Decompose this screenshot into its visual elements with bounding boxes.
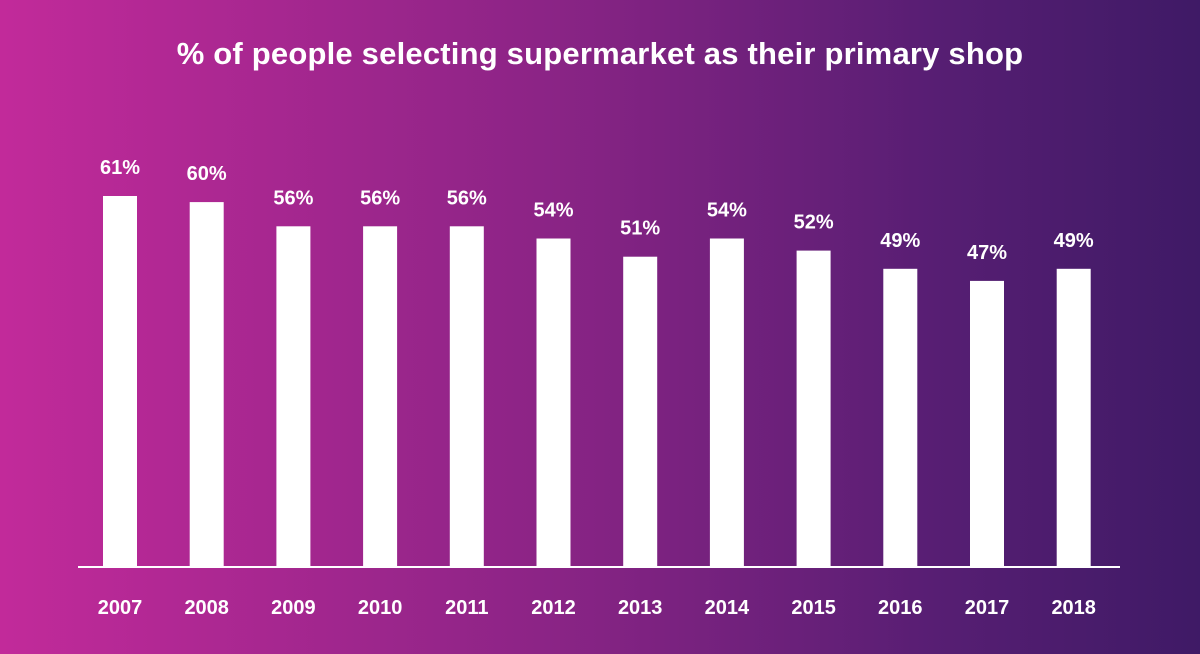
value-label-2015: 52% (794, 212, 834, 234)
x-tick-label-2017: 2017 (965, 597, 1010, 619)
x-tick-label-2010: 2010 (358, 597, 403, 619)
bar-2012 (536, 238, 571, 566)
value-label-2010: 56% (360, 187, 400, 209)
bar-2011 (449, 226, 484, 567)
value-label-2012: 54% (533, 200, 573, 222)
x-tick-label-2014: 2014 (705, 597, 750, 619)
x-tick-label-2011: 2011 (445, 597, 488, 619)
value-label-2011: 56% (447, 187, 487, 209)
value-label-2014: 54% (707, 200, 747, 222)
chart-title: % of people selecting supermarket as the… (176, 36, 1024, 71)
x-tick-label-2009: 2009 (271, 597, 316, 619)
value-label-2007: 61% (100, 157, 140, 179)
bar-2007 (103, 196, 137, 566)
bar-2008 (189, 202, 224, 566)
bar-2009 (276, 226, 311, 567)
bar-2010 (363, 226, 398, 567)
x-tick-label-2007: 2007 (98, 597, 143, 619)
value-label-2008: 60% (187, 163, 227, 185)
bar-2015 (796, 250, 831, 566)
x-tick-label-2015: 2015 (791, 597, 836, 619)
value-label-2016: 49% (880, 230, 920, 252)
value-label-2017: 47% (967, 242, 1007, 264)
x-tick-label-2008: 2008 (184, 597, 229, 619)
value-label-2013: 51% (620, 218, 660, 240)
x-tick-label-2016: 2016 (878, 597, 923, 619)
bars-group (103, 196, 1091, 567)
x-tick-label-2012: 2012 (531, 597, 576, 619)
value-label-2018: 49% (1054, 230, 1094, 252)
value-label-2009: 56% (273, 187, 313, 209)
bar-2014 (709, 238, 744, 566)
bar-2016 (883, 268, 918, 566)
bar-2013 (623, 256, 658, 566)
x-tick-label-2013: 2013 (618, 597, 663, 619)
bar-2017 (970, 280, 1004, 566)
labels-group: 61% 2007 60% 2008 56% 2009 56% 2010 56% 2011 54% 20… (98, 157, 1096, 619)
bar-2018 (1056, 268, 1091, 566)
x-tick-label-2018: 2018 (1051, 597, 1096, 619)
